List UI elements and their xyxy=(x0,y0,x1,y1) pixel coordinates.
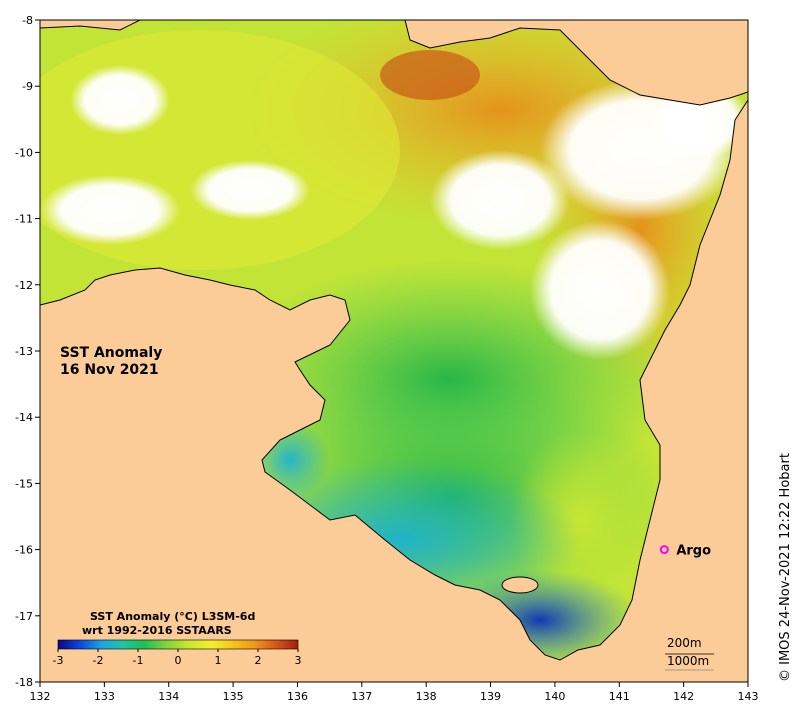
colorbar-tick-label: 0 xyxy=(175,654,182,667)
land-new-guinea xyxy=(404,20,748,106)
x-tick-label: 138 xyxy=(416,690,437,703)
x-tick-label: 132 xyxy=(30,690,51,703)
x-tick-label: 136 xyxy=(287,690,308,703)
colorbar-tick-label: 3 xyxy=(295,654,302,667)
x-tick-label: 139 xyxy=(480,690,501,703)
y-tick-label: -9 xyxy=(22,80,33,93)
x-tick-label: 141 xyxy=(609,690,630,703)
map-title-line2: 16 Nov 2021 xyxy=(60,362,159,378)
y-tick-label: -10 xyxy=(15,146,33,159)
y-tick-label: -11 xyxy=(15,213,33,226)
x-tick-label: 143 xyxy=(738,690,759,703)
y-tick-label: -18 xyxy=(15,676,33,689)
y-tick-label: -13 xyxy=(15,345,33,358)
argo-label: Argo xyxy=(676,544,711,559)
colorbar: SST Anomaly (°C) L3SM-6d wrt 1992-2016 S… xyxy=(53,610,302,667)
colorbar-tick-label: -2 xyxy=(93,654,104,667)
map-title-line1: SST Anomaly xyxy=(60,345,162,361)
copyright-credit: © IMOS 24-Nov-2021 12:22 Hobart xyxy=(778,453,792,682)
land-cape-york xyxy=(40,99,748,682)
colorbar-title-line2: wrt 1992-2016 SSTAARS xyxy=(82,624,232,637)
map-plot-area xyxy=(40,20,748,682)
colorbar-tick-label: 1 xyxy=(215,654,222,667)
y-tick-label: -14 xyxy=(15,411,33,424)
contour-200m-label: 200m xyxy=(667,636,702,650)
x-tick-label: 133 xyxy=(94,690,115,703)
colorbar-tick-label: -3 xyxy=(53,654,64,667)
colorbar-tick-label: 2 xyxy=(255,654,262,667)
colorbar-title-line1: SST Anomaly (°C) L3SM-6d xyxy=(90,610,255,623)
land-northwest xyxy=(40,20,141,31)
x-tick-label: 134 xyxy=(158,690,179,703)
y-axis: -8 -9 -10 -11 -12 -13 -14 -15 -16 -17 -18 xyxy=(15,14,40,689)
y-tick-label: -15 xyxy=(15,477,33,490)
y-tick-label: -16 xyxy=(15,544,33,557)
y-tick-label: -8 xyxy=(22,14,33,27)
hot-spot-north xyxy=(380,50,480,100)
x-tick-label: 135 xyxy=(223,690,244,703)
land-mornington-island xyxy=(501,576,539,594)
x-tick-label: 142 xyxy=(673,690,694,703)
argo-float-marker[interactable] xyxy=(659,545,669,555)
y-tick-label: -17 xyxy=(15,610,33,623)
x-axis: 132 133 134 135 136 137 138 139 140 141 142 143 xyxy=(30,682,759,703)
colorbar-gradient xyxy=(57,639,299,650)
colorbar-tick-label: -1 xyxy=(133,654,144,667)
x-tick-label: 140 xyxy=(544,690,565,703)
x-tick-label: 137 xyxy=(351,690,372,703)
contour-1000m-label: 1000m xyxy=(667,654,709,668)
y-tick-label: -12 xyxy=(15,279,33,292)
colorbar-ticks: -3 -2 -1 0 1 2 3 xyxy=(53,649,302,667)
